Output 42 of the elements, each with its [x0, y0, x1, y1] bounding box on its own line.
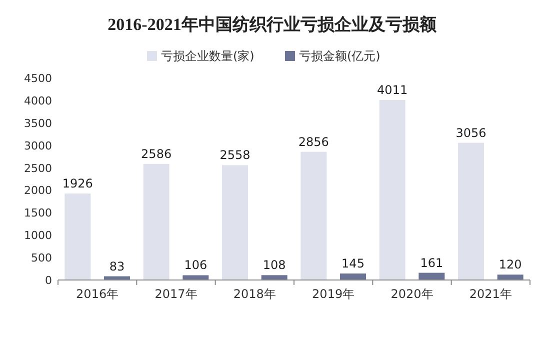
- data-label: 1926: [62, 176, 93, 191]
- data-label: 4011: [377, 82, 408, 97]
- bar: [261, 275, 288, 280]
- y-tick-label: 500: [31, 252, 52, 265]
- y-tick-label: 0: [45, 274, 52, 287]
- y-tick-label: 4000: [24, 94, 52, 108]
- data-label: 120: [498, 258, 522, 272]
- data-label: 161: [420, 256, 444, 270]
- data-label: 83: [109, 259, 125, 274]
- data-label: 2586: [141, 146, 172, 161]
- data-label: 145: [342, 256, 364, 270]
- y-tick-label: 3000: [24, 139, 52, 152]
- bar: [379, 100, 406, 280]
- bar: [222, 165, 248, 280]
- y-tick-label: 3500: [24, 116, 52, 130]
- bar: [340, 273, 366, 280]
- y-tick-label: 2500: [24, 162, 52, 175]
- x-tick-label: 2016年: [76, 287, 119, 301]
- x-tick-label: 2017年: [154, 287, 198, 301]
- y-tick-label: 1500: [24, 206, 52, 220]
- legend-label: 亏损金额(亿元): [299, 49, 380, 63]
- y-tick-label: 4500: [24, 72, 52, 85]
- bar: [300, 152, 327, 280]
- data-label: 3056: [456, 126, 486, 140]
- chart-title: 2016-2021年中国纺织行业亏损企业及亏损额: [108, 15, 438, 34]
- bar: [182, 275, 209, 280]
- x-tick-label: 2019年: [312, 287, 355, 301]
- legend-label: 亏损企业数量(家): [161, 49, 254, 63]
- y-tick-label: 2000: [24, 184, 52, 198]
- bar: [143, 164, 170, 280]
- x-tick-label: 2020年: [390, 287, 434, 301]
- x-tick-label: 2021年: [469, 287, 512, 301]
- bar: [458, 142, 484, 280]
- bar: [497, 274, 524, 280]
- data-label: 108: [262, 258, 286, 272]
- data-label: 2856: [298, 134, 329, 149]
- data-label: 2558: [220, 148, 250, 162]
- bar: [418, 272, 445, 280]
- y-tick-label: 1000: [24, 229, 52, 242]
- bar: [64, 194, 91, 280]
- data-label: 106: [184, 258, 208, 272]
- x-tick-label: 2018年: [233, 287, 276, 301]
